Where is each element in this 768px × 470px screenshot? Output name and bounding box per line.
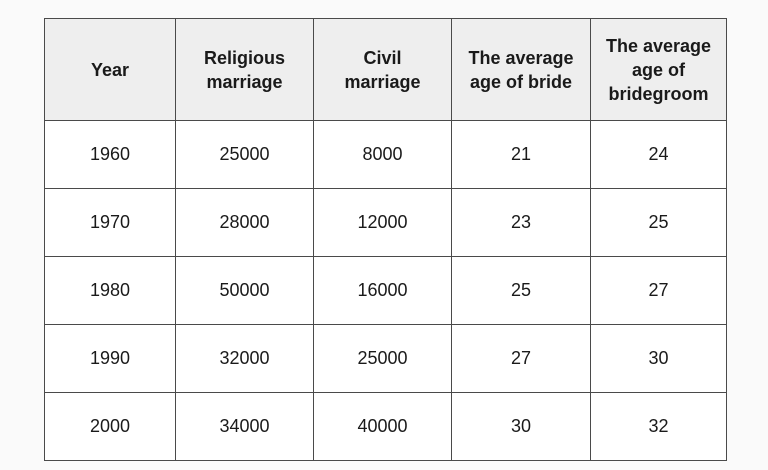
header-cell: Civil marriage	[313, 18, 452, 121]
table-cell: 12000	[313, 188, 452, 257]
table-cell: 50000	[175, 256, 314, 325]
table-row: 1970 28000 12000 23 25	[44, 188, 727, 257]
table-cell: 27	[451, 324, 591, 393]
table-cell: 1970	[44, 188, 176, 257]
table-cell: 25000	[175, 120, 314, 189]
header-cell: Religious marriage	[175, 18, 314, 121]
table-container: Year Religious marriage Civil marriage The …	[44, 18, 727, 461]
table-cell: 34000	[175, 392, 314, 461]
table-cell: 24	[590, 120, 727, 189]
table-cell: 28000	[175, 188, 314, 257]
header-cell: The average age of bridegroom	[590, 18, 727, 121]
table-cell: 2000	[44, 392, 176, 461]
table-cell: 30	[451, 392, 591, 461]
table-row: 2000 34000 40000 30 32	[44, 392, 727, 461]
table-cell: 27	[590, 256, 727, 325]
table-cell: 32	[590, 392, 727, 461]
table-cell: 1960	[44, 120, 176, 189]
data-table: Year Religious marriage Civil marriage The …	[44, 18, 727, 461]
table-cell: 16000	[313, 256, 452, 325]
table-cell: 25000	[313, 324, 452, 393]
header-row: Year Religious marriage Civil marriage The …	[44, 18, 727, 121]
table-cell: 32000	[175, 324, 314, 393]
header-cell: Year	[44, 18, 176, 121]
table-cell: 1990	[44, 324, 176, 393]
table-row: 1960 25000 8000 21 24	[44, 120, 727, 189]
table-cell: 40000	[313, 392, 452, 461]
table-cell: 1980	[44, 256, 176, 325]
table-cell: 8000	[313, 120, 452, 189]
table-cell: 23	[451, 188, 591, 257]
table-row: 1980 50000 16000 25 27	[44, 256, 727, 325]
table-body: 1960 25000 8000 21 24 1970 28000 12000 23 25 1980 5…	[44, 120, 727, 461]
header-cell: The average age of bride	[451, 18, 591, 121]
table-cell: 25	[590, 188, 727, 257]
table-cell: 25	[451, 256, 591, 325]
table-cell: 30	[590, 324, 727, 393]
table-row: 1990 32000 25000 27 30	[44, 324, 727, 393]
table-cell: 21	[451, 120, 591, 189]
